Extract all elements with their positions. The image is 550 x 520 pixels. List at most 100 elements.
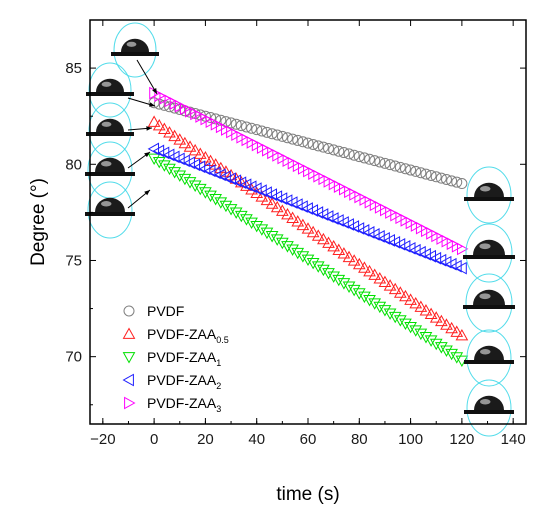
data-point — [337, 278, 351, 290]
data-point — [358, 261, 371, 273]
data-point — [178, 173, 192, 186]
data-point — [260, 227, 274, 240]
data-point — [173, 133, 187, 145]
y-axis-title: Degree (°) — [28, 178, 49, 266]
data-point — [363, 226, 375, 239]
legend-marker — [122, 373, 134, 387]
data-point — [398, 239, 411, 253]
data-point — [388, 235, 401, 249]
data-point — [173, 170, 187, 182]
data-point — [162, 148, 175, 162]
droplet-image — [464, 329, 514, 387]
data-point — [276, 204, 289, 216]
data-point — [383, 279, 397, 291]
data-point — [317, 232, 330, 245]
data-point — [363, 264, 376, 277]
data-point — [393, 315, 407, 327]
legend-marker — [122, 327, 136, 339]
x-tick-label: 120 — [449, 431, 474, 448]
data-point — [265, 231, 279, 243]
data-point — [219, 165, 233, 177]
data-point — [270, 200, 284, 213]
data-point — [321, 210, 334, 223]
data-point — [291, 215, 305, 227]
data-point — [327, 212, 339, 225]
data-point — [338, 147, 350, 159]
x-axis-title: time (s) — [276, 484, 339, 505]
legend-label: PVDF-ZAA0.5 — [147, 326, 229, 345]
data-point — [434, 253, 447, 267]
x-tick-label: 20 — [197, 431, 214, 448]
data-point — [147, 142, 160, 156]
data-point — [389, 160, 401, 172]
series-2 — [147, 115, 469, 341]
data-point — [306, 225, 320, 238]
data-point — [332, 214, 344, 227]
data-point — [306, 257, 320, 270]
data-point — [404, 293, 417, 305]
x-tick-label: −20 — [90, 431, 115, 448]
data-point — [183, 140, 197, 152]
data-point — [229, 207, 243, 219]
data-point — [173, 152, 185, 166]
data-point — [240, 214, 253, 226]
data-point — [369, 155, 381, 167]
data-point — [440, 318, 453, 330]
axes: −20 0 20 40 60 80 100 120 140 70 75 80 85 — [65, 20, 526, 448]
data-point — [158, 99, 170, 111]
data-point — [419, 332, 433, 344]
data-point — [157, 146, 170, 160]
data-point — [414, 300, 428, 312]
data-point — [378, 305, 392, 317]
data-point — [343, 148, 355, 160]
data-point — [270, 190, 283, 203]
data-point — [425, 169, 437, 181]
x-tick-label: 140 — [501, 431, 526, 448]
arrow-head — [152, 88, 157, 94]
droplet-image — [111, 22, 159, 78]
data-point — [250, 220, 264, 233]
data-point — [297, 136, 309, 148]
data-point — [352, 288, 366, 300]
data-point — [455, 328, 469, 341]
arrow-head — [144, 190, 150, 196]
data-point — [224, 168, 238, 181]
data-point — [178, 136, 192, 149]
data-point — [250, 182, 262, 196]
data-point — [342, 218, 354, 231]
data-point — [168, 150, 180, 164]
data-point — [378, 232, 390, 245]
data-point — [152, 118, 166, 131]
data-point — [246, 122, 258, 134]
data-point — [266, 128, 278, 140]
data-point — [373, 301, 387, 314]
data-point — [353, 151, 365, 163]
data-point — [399, 163, 411, 175]
data-point — [152, 144, 165, 158]
data-point — [204, 154, 217, 167]
x-tick-label: 0 — [150, 431, 158, 448]
legend-marker — [122, 352, 136, 364]
data-point — [352, 257, 366, 270]
data-point — [410, 165, 422, 177]
data-point — [347, 284, 361, 297]
data-point — [276, 130, 288, 142]
data-point — [193, 183, 207, 196]
data-point — [368, 268, 382, 280]
data-point — [348, 149, 360, 161]
data-point — [358, 291, 371, 304]
data-point — [446, 175, 458, 187]
series-5 — [149, 86, 469, 256]
data-point — [147, 115, 161, 127]
data-point — [234, 210, 248, 223]
data-point — [224, 204, 238, 216]
data-point — [440, 345, 453, 357]
data-point — [415, 167, 427, 179]
droplet-image — [464, 166, 514, 224]
data-point — [393, 237, 406, 251]
data-point — [169, 102, 181, 114]
data-point — [168, 129, 181, 142]
data-point — [234, 176, 247, 190]
data-point — [209, 158, 223, 170]
data-point — [383, 308, 397, 320]
